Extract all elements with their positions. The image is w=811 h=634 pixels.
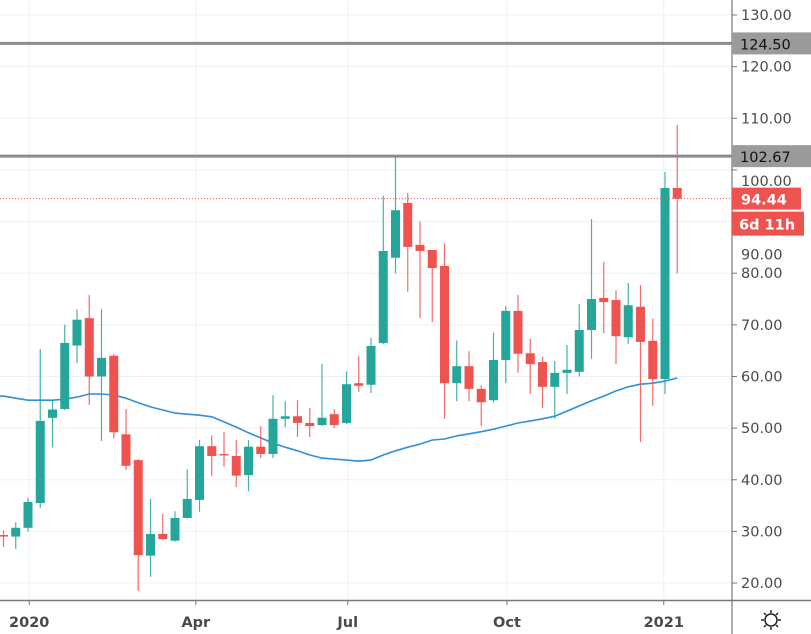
y-tick-label: 30.00	[741, 524, 783, 540]
moving-average-line	[0, 377, 678, 463]
candle-body-up	[587, 299, 596, 331]
candle-body-up	[60, 342, 70, 410]
candle-body-down	[440, 265, 449, 384]
candle-body-up	[317, 417, 327, 426]
candle-body-down	[354, 383, 364, 386]
candle-body-down	[293, 416, 302, 423]
candle-body-down	[427, 249, 437, 269]
countdown-label: 6d 11h	[739, 218, 795, 234]
candle-body-up	[23, 501, 33, 528]
candle-body-up	[268, 418, 278, 454]
candle-body-down	[231, 456, 241, 476]
candle-body-down	[329, 414, 339, 426]
grid	[0, 0, 732, 600]
candles	[0, 124, 682, 591]
candle-body-down	[305, 422, 315, 427]
candle-body-down	[84, 318, 94, 377]
candle-body-up	[280, 416, 290, 419]
level-price-label: 124.50	[740, 37, 791, 53]
x-tick-label: 2020	[9, 615, 49, 631]
candle-body-up	[574, 330, 584, 372]
candle-body-down	[648, 340, 658, 380]
candle-body-down	[672, 187, 682, 199]
y-tick-label: 40.00	[741, 473, 783, 489]
candle-body-down	[525, 353, 535, 365]
countdown-badge	[732, 211, 804, 236]
last-price-label: 94.44	[741, 193, 787, 209]
moving-average	[0, 377, 678, 463]
x-tick-label: Oct	[493, 615, 521, 631]
candle-body-down	[133, 460, 143, 556]
y-tick-label: 90.00	[741, 248, 783, 264]
candle-body-up	[97, 357, 106, 377]
candle-body-up	[146, 533, 155, 556]
time-axis[interactable]: 2020 Apr Jul Oct 2021	[0, 599, 811, 631]
candle-body-down	[599, 297, 609, 303]
candle-body-up	[244, 446, 253, 476]
y-tick-label: 60.00	[741, 369, 783, 385]
candle-body-up	[623, 305, 633, 338]
candle-body-up	[501, 310, 511, 360]
level-price-label: 102.67	[740, 150, 791, 166]
y-tick-label: 50.00	[741, 421, 783, 437]
candle-body-down	[219, 453, 229, 456]
candle-body-down	[403, 202, 413, 247]
candle-body-up	[195, 446, 204, 500]
candle-body-down	[121, 434, 131, 466]
candle-body-up	[660, 187, 670, 380]
settings-gear-icon[interactable]	[761, 610, 781, 630]
candle-body-up	[342, 384, 351, 423]
y-tick-label: 80.00	[741, 266, 783, 282]
candle-body-down	[611, 300, 621, 337]
y-tick-label: 130.00	[741, 8, 792, 24]
candle-body-down	[476, 388, 486, 403]
candle-body-down	[464, 366, 474, 389]
candle-body-down	[207, 446, 217, 457]
level-price-badge	[732, 32, 811, 55]
x-tick-label: Apr	[181, 615, 211, 631]
candle-body-down	[513, 310, 523, 354]
y-tick-label: 70.00	[741, 318, 783, 334]
candle-body-down	[636, 306, 645, 342]
y-tick-label: 110.00	[741, 111, 792, 127]
candle-body-up	[48, 409, 57, 418]
candle-body-down	[256, 446, 266, 454]
candle-body-down	[109, 355, 119, 433]
last-price-badge	[732, 187, 801, 210]
candle-body-up	[72, 319, 82, 346]
candle-body-up	[170, 517, 180, 541]
y-tick-label: 120.00	[741, 60, 792, 76]
candle-body-up	[366, 346, 376, 385]
candle-body-up	[11, 527, 21, 537]
candle-body-down	[415, 244, 425, 251]
candle-body-up	[35, 420, 45, 503]
price-axis[interactable]: 130.00 120.00 110.00 100.00 90.00 80.00 70.00 6…	[731, 0, 792, 634]
x-tick-label: 2021	[644, 615, 684, 631]
candle-body-down	[158, 533, 168, 540]
candle-body-down	[0, 535, 8, 537]
level-price-badge	[732, 145, 811, 168]
candle-body-up	[562, 369, 572, 373]
candle-body-up	[182, 498, 192, 518]
candle-body-down	[538, 362, 547, 387]
y-tick-label: 20.00	[741, 576, 783, 592]
candle-body-up	[391, 210, 400, 258]
candle-body-up	[489, 359, 498, 401]
y-tick-label: 100.00	[741, 174, 792, 190]
candle-body-up	[378, 250, 388, 343]
x-tick-label: Jul	[336, 615, 358, 631]
horizontal-levels[interactable]: 124.50 102.67 94.44 6d 11h	[0, 32, 811, 236]
candle-body-up	[452, 366, 462, 384]
candle-body-up	[550, 372, 560, 387]
